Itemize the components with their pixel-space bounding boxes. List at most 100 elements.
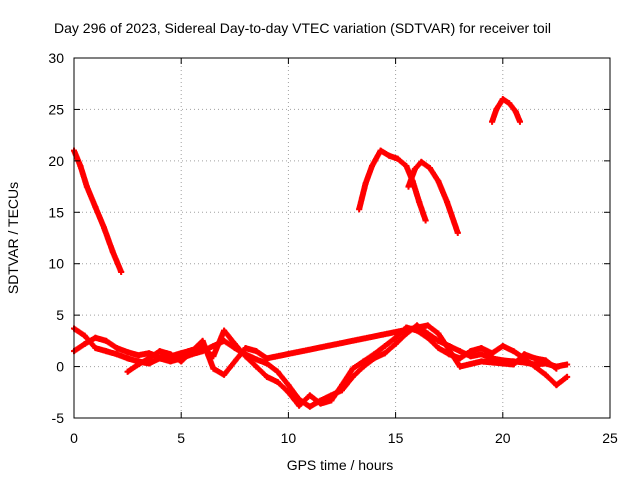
data-point xyxy=(512,108,519,115)
y-tick-label: 25 xyxy=(48,101,64,117)
data-point xyxy=(456,355,463,362)
x-tick-label: 25 xyxy=(602,430,618,446)
plot-border xyxy=(73,57,611,419)
data-point xyxy=(92,204,99,211)
data-point xyxy=(349,373,356,380)
data-point xyxy=(285,382,292,389)
data-point xyxy=(349,365,356,372)
data-point xyxy=(444,199,451,205)
data-point xyxy=(435,345,442,352)
data-point xyxy=(242,353,249,360)
data-point xyxy=(81,332,88,339)
y-tick-label: 30 xyxy=(48,50,64,66)
data-point xyxy=(381,350,388,357)
data-point xyxy=(564,373,571,380)
data-point xyxy=(178,358,185,365)
x-tick-label: 5 xyxy=(177,430,185,446)
x-axis-label: GPS time / hours xyxy=(287,457,394,473)
series-arc-early-descending xyxy=(71,147,125,275)
data-point xyxy=(146,360,153,367)
data-point xyxy=(81,340,88,347)
data-marks xyxy=(71,96,571,410)
data-point xyxy=(553,365,560,372)
data-point xyxy=(103,337,110,344)
data-point xyxy=(109,248,116,255)
data-point xyxy=(296,402,303,409)
data-point xyxy=(360,363,367,370)
data-point xyxy=(253,348,260,355)
data-point xyxy=(360,358,367,365)
data-point xyxy=(456,363,463,370)
data-point xyxy=(92,345,99,352)
data-point xyxy=(306,392,313,399)
data-point xyxy=(135,361,142,368)
data-point xyxy=(510,361,517,368)
data-point xyxy=(381,343,388,349)
data-point xyxy=(489,350,496,357)
data-point xyxy=(467,353,474,360)
data-point xyxy=(426,165,433,172)
axis-ticks: 0 5 10 15 20 25 -5 0 5 10 15 20 25 30 xyxy=(48,50,618,446)
data-point xyxy=(356,206,363,213)
data-point xyxy=(369,163,376,169)
series-markers xyxy=(405,158,461,236)
data-point xyxy=(454,229,461,236)
series-arc-evening xyxy=(489,96,523,125)
grid-lines xyxy=(74,58,610,418)
data-point xyxy=(210,365,217,372)
data-point xyxy=(424,322,431,329)
y-tick-label: 15 xyxy=(48,204,64,220)
data-point xyxy=(394,155,401,162)
data-point xyxy=(405,183,412,190)
data-point xyxy=(263,373,270,380)
data-point xyxy=(411,166,418,173)
data-point xyxy=(392,340,399,347)
data-point xyxy=(339,382,345,389)
data-point xyxy=(146,355,153,362)
data-point xyxy=(424,334,431,341)
y-tick-label: 10 xyxy=(48,256,64,272)
series-arc-afternoon-2 xyxy=(405,158,461,236)
data-point xyxy=(542,357,549,364)
data-point xyxy=(146,350,153,357)
data-point xyxy=(221,371,228,378)
data-point xyxy=(506,100,513,107)
data-point xyxy=(178,350,185,357)
data-point xyxy=(531,363,538,370)
data-point xyxy=(516,118,523,125)
data-point xyxy=(489,118,496,125)
data-point xyxy=(274,379,281,385)
data-point xyxy=(167,358,174,365)
data-point xyxy=(274,368,281,375)
data-point xyxy=(113,351,120,358)
data-point xyxy=(362,180,369,187)
data-point xyxy=(221,327,228,334)
y-tick-label: -5 xyxy=(52,410,65,426)
data-point xyxy=(101,224,108,231)
data-point xyxy=(377,147,384,154)
data-point xyxy=(77,163,84,169)
series-markers xyxy=(489,96,523,125)
data-point xyxy=(156,348,163,355)
series-arc-afternoon-1 xyxy=(356,147,429,224)
data-point xyxy=(263,355,270,362)
data-point xyxy=(553,382,560,389)
data-point xyxy=(403,163,410,169)
series-markers xyxy=(356,147,429,224)
data-point xyxy=(167,351,174,358)
data-point xyxy=(306,403,313,410)
data-point xyxy=(416,199,423,205)
data-point xyxy=(135,352,142,359)
data-point xyxy=(499,343,506,349)
data-point xyxy=(253,356,260,363)
series-band-low-a xyxy=(71,322,571,410)
data-point xyxy=(242,345,249,352)
x-tick-label: 20 xyxy=(495,430,511,446)
chart-title: Day 296 of 2023, Sidereal Day-to-day VTE… xyxy=(54,20,551,36)
y-axis-label: SDTVAR / TECUs xyxy=(5,182,21,294)
data-point xyxy=(422,217,429,224)
data-point xyxy=(253,363,260,370)
data-point xyxy=(103,348,110,355)
data-point xyxy=(328,397,335,404)
data-point xyxy=(199,337,206,344)
